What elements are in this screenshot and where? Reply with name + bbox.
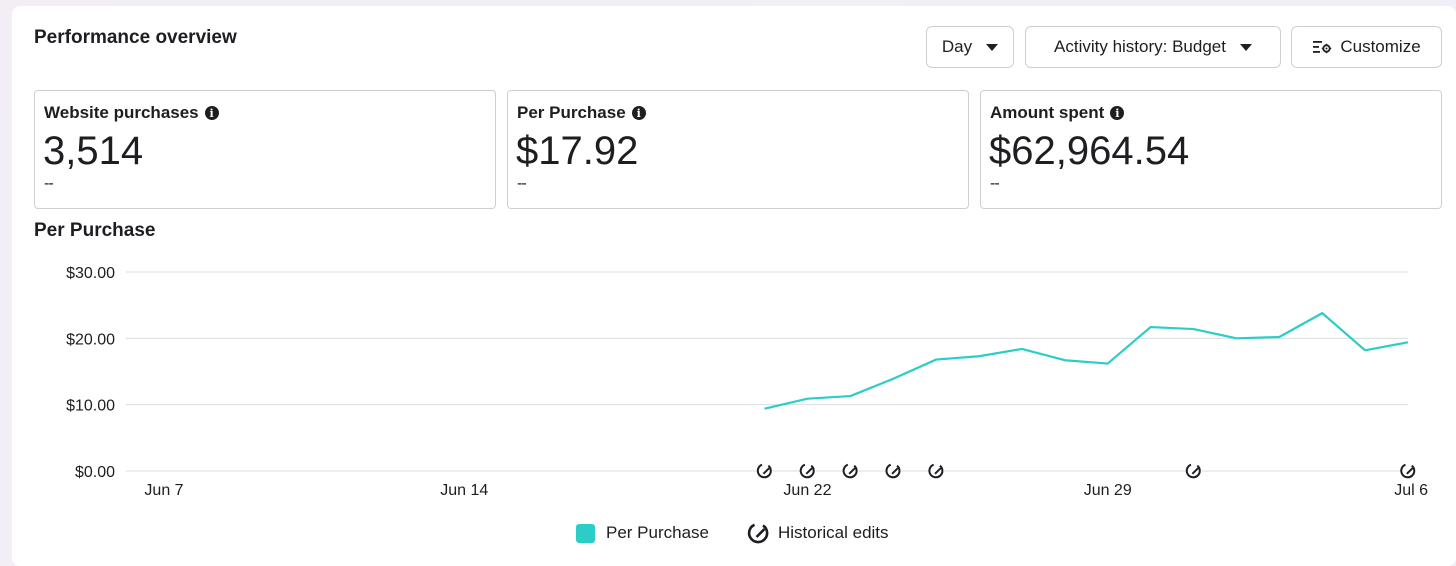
x-tick-label: Jun 14 (440, 482, 488, 499)
historical-edit-marker[interactable] (842, 463, 858, 479)
legend-label-historical-edits: Historical edits (778, 523, 889, 543)
legend-label-per-purchase: Per Purchase (606, 523, 709, 543)
y-tick-label: $30.00 (66, 265, 115, 282)
y-tick-label: $10.00 (66, 398, 115, 415)
historical-edit-marker[interactable] (757, 463, 773, 479)
x-tick-label: Jun 22 (783, 482, 831, 499)
y-tick-label: $20.00 (66, 331, 115, 348)
legend-swatch-per-purchase[interactable] (576, 524, 595, 543)
chart-legend: Per Purchase Historical edits (576, 522, 889, 544)
x-tick-label: Jul 6 (1394, 482, 1428, 499)
historical-edit-marker[interactable] (885, 463, 901, 479)
historical-edit-marker[interactable] (1400, 463, 1416, 479)
series-line-per-purchase (765, 313, 1408, 409)
historical-edit-marker[interactable] (1186, 463, 1202, 479)
historical-edit-marker[interactable] (799, 463, 815, 479)
x-tick-label: Jun 7 (144, 482, 183, 499)
per-purchase-chart: $0.00 $10.00 $20.00 $30.00 Jun 7 Jun 14 Jun 22… (0, 0, 1456, 520)
historical-edit-icon (747, 522, 769, 544)
historical-edit-marker[interactable] (928, 463, 944, 479)
x-tick-label: Jun 29 (1084, 482, 1132, 499)
y-tick-label: $0.00 (75, 464, 115, 481)
